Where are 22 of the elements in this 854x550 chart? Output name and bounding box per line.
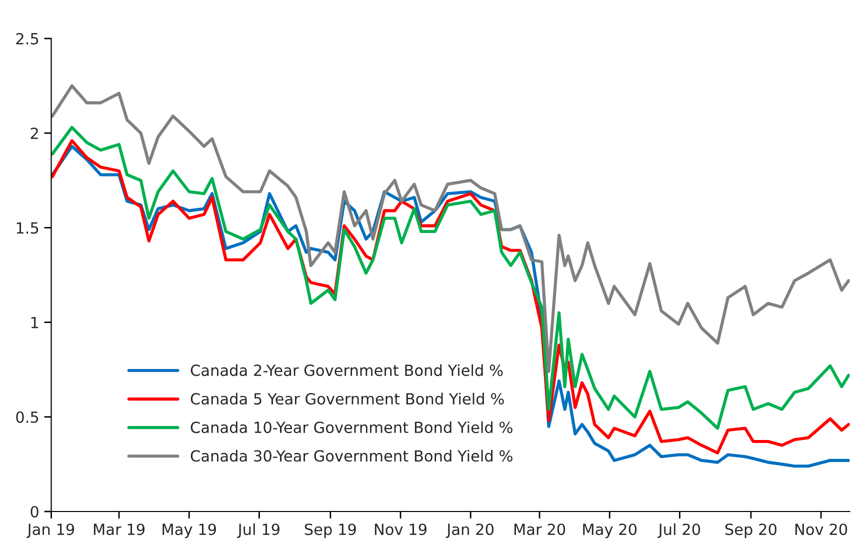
x-tick-label: Jul 19 — [237, 523, 280, 538]
x-tick-label: Nov 20 — [795, 524, 848, 536]
y-tick-label: 1.5 — [16, 222, 38, 234]
x-tick-label: Sep 19 — [304, 524, 356, 538]
y-tick-label: 2 — [30, 128, 38, 139]
x-tick-label: Mar 20 — [514, 524, 566, 536]
x-tick-label: Mar 19 — [94, 524, 145, 536]
x-tick-label: Jan 19 — [26, 524, 74, 538]
y-tick-label: 0 — [30, 506, 38, 518]
legend-label: Canada 30-Year Government Bond Yield % — [190, 450, 512, 462]
x-tick-label: Sep 20 — [725, 524, 776, 538]
x-tick-label: Jan 20 — [446, 524, 494, 538]
legend-label: Canada 5 Year Government Bond Yield % — [190, 392, 504, 405]
y-tick-label: 2.5 — [16, 32, 38, 45]
y-tick-label: 1 — [31, 316, 38, 328]
x-tick-label: May 19 — [162, 524, 216, 538]
x-tick-label: Jul 20 — [658, 523, 700, 538]
legend-label: Canada 2-Year Government Bond Yield % — [190, 364, 503, 376]
x-tick-label: Nov 19 — [374, 524, 426, 536]
legend-label: Canada 10-Year Government Bond Yield % — [190, 421, 512, 434]
y-tick-label: 0.5 — [16, 411, 38, 423]
x-tick-label: May 20 — [583, 524, 637, 538]
